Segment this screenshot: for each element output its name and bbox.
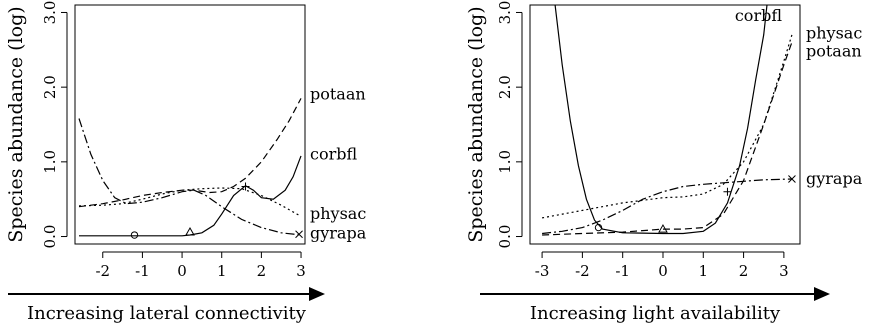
circle-marker <box>594 223 603 232</box>
y-tick-label: 3.0 <box>496 1 514 25</box>
series-label-gyrapa: gyrapa <box>806 169 863 188</box>
x-axis-title: Increasing light availability <box>530 303 781 324</box>
x-tick-label: -2 <box>575 262 590 280</box>
y-tick-label: 3.0 <box>41 1 59 25</box>
triangle-marker <box>185 227 195 236</box>
plot-frame <box>529 4 801 245</box>
series-line-physac <box>78 187 302 217</box>
series-label-potaan: potaan <box>806 41 862 60</box>
x-tick-label: -3 <box>535 262 550 280</box>
series-label-gyrapa: gyrapa <box>310 224 367 243</box>
x-tick-label: -1 <box>615 262 630 280</box>
direction-arrow-head <box>814 287 830 301</box>
y-tick-label: 2.0 <box>41 75 59 99</box>
series-label-corbfl: corbfl <box>310 144 357 163</box>
direction-arrow-head <box>309 287 325 301</box>
series-line-gyrapa <box>542 178 792 235</box>
x-axis-title: Increasing lateral connectivity <box>27 303 307 324</box>
y-tick-label: 2.0 <box>496 75 514 99</box>
circle-marker <box>130 231 139 239</box>
panel-2: -3 -2 -1 0 1 2 3 0.0 1.0 2.0 3.0 Species abundance … <box>465 1 863 324</box>
y-axis-title: Species abundance (log) <box>5 6 27 242</box>
x-tick-label: 1 <box>217 262 227 280</box>
cross-marker <box>295 230 303 239</box>
series-label-physac: physac <box>310 204 366 223</box>
plus-marker <box>723 187 732 196</box>
series-line-physac <box>541 34 793 219</box>
plot-frame <box>74 4 306 245</box>
series-line-gyrapa <box>78 118 302 236</box>
x-tick-label: -1 <box>135 262 150 280</box>
x-tick-label: 3 <box>296 262 306 280</box>
series-label-potaan: potaan <box>310 85 366 104</box>
series-line-potaan <box>542 42 793 236</box>
x-tick-label: -2 <box>95 262 110 280</box>
series-label-physac: physac <box>806 23 862 42</box>
x-tick-label: 0 <box>177 262 187 280</box>
triangle-marker <box>658 224 668 233</box>
x-tick-label: 0 <box>658 262 668 280</box>
plus-marker <box>241 182 250 191</box>
panel-1: -2 -1 0 1 2 3 0.0 1.0 2.0 3.0 Species abundance (l… <box>5 1 367 324</box>
x-tick-label: 2 <box>257 262 267 280</box>
y-tick-label: 0.0 <box>496 225 514 249</box>
cross-marker <box>788 175 796 183</box>
y-tick-label: 0.0 <box>41 225 59 249</box>
series-line-corbfl <box>79 155 302 237</box>
y-tick-label: 1.0 <box>41 150 59 174</box>
series-line-potaan <box>78 98 302 208</box>
y-axis-title: Species abundance (log) <box>465 6 487 242</box>
series-line-corbfl <box>554 5 768 235</box>
series-label-corbfl: corbfl <box>735 6 782 25</box>
y-tick-label: 1.0 <box>496 150 514 174</box>
x-tick-label: 1 <box>699 262 709 280</box>
x-tick-label: 2 <box>739 262 749 280</box>
x-tick-label: 3 <box>779 262 789 280</box>
